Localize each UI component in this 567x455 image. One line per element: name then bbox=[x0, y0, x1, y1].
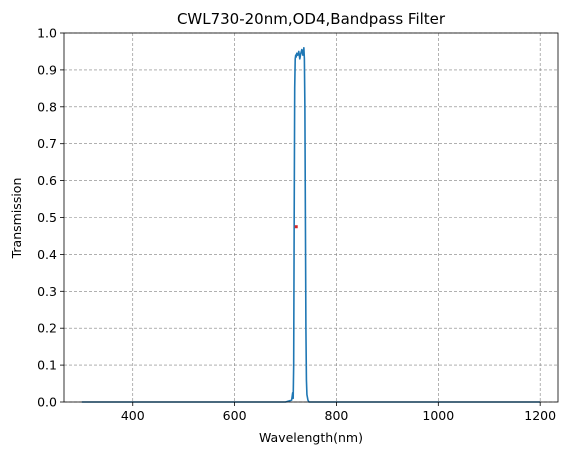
y-tick-label: 0.1 bbox=[37, 358, 57, 373]
grid bbox=[64, 32, 558, 403]
y-tick-label: 1.0 bbox=[37, 26, 57, 41]
x-axis: 400 600 800 1000 1200 bbox=[121, 402, 556, 423]
chart-title: CWL730-20nm,OD4,Bandpass Filter bbox=[177, 10, 446, 28]
data-marker bbox=[294, 225, 298, 229]
y-axis-label: Transmission bbox=[9, 178, 24, 260]
x-tick-label: 600 bbox=[223, 408, 247, 423]
y-tick-label: 0.6 bbox=[37, 173, 57, 188]
y-tick-label: 0.8 bbox=[37, 99, 57, 114]
marker-layer bbox=[294, 225, 298, 229]
x-tick-label: 1200 bbox=[524, 408, 556, 423]
y-tick-label: 0.9 bbox=[37, 62, 57, 77]
x-tick-label: 400 bbox=[121, 408, 145, 423]
y-axis: 0.0 0.1 0.2 0.3 0.4 0.5 0.6 0.7 0.8 0.9 1.0 bbox=[37, 26, 64, 410]
y-tick-label: 0.2 bbox=[37, 321, 57, 336]
x-tick-label: 800 bbox=[325, 408, 349, 423]
y-tick-label: 0.5 bbox=[37, 210, 57, 225]
y-tick-label: 0.0 bbox=[37, 395, 57, 410]
y-tick-label: 0.7 bbox=[37, 136, 57, 151]
series-layer bbox=[81, 46, 541, 403]
x-tick-label: 1000 bbox=[422, 408, 454, 423]
series-line bbox=[81, 46, 541, 403]
y-tick-label: 0.4 bbox=[37, 247, 57, 262]
y-tick-label: 0.3 bbox=[37, 284, 57, 299]
x-axis-label: Wavelength(nm) bbox=[259, 430, 363, 445]
